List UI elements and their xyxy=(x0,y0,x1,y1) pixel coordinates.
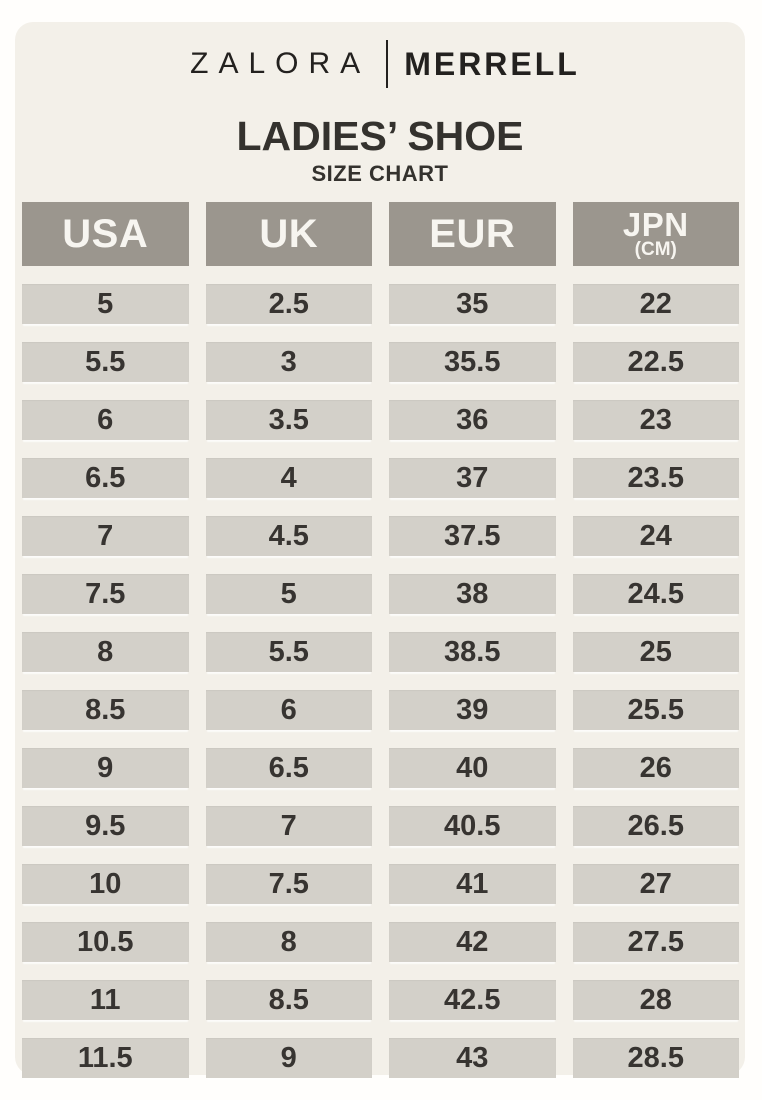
size-cell-r4-c4: 23.5 xyxy=(572,458,739,498)
column-header-usa: USA xyxy=(22,202,189,266)
size-cell-r11-c1: 10 xyxy=(22,864,189,904)
size-cell-r1-c3: 35 xyxy=(389,284,556,324)
size-cell-r6-c3: 38 xyxy=(389,574,556,614)
size-cell-r1-c2: 2.5 xyxy=(205,284,372,324)
size-cell-r9-c2: 6.5 xyxy=(205,748,372,788)
size-cell-r3-c4: 23 xyxy=(572,400,739,440)
size-cell-r2-c4: 22.5 xyxy=(572,342,739,382)
size-cell-r10-c1: 9.5 xyxy=(22,806,189,846)
size-cell-r4-c2: 4 xyxy=(205,458,372,498)
size-cell-r13-c2: 8.5 xyxy=(205,980,372,1020)
size-cell-r6-c1: 7.5 xyxy=(22,574,189,614)
size-cell-r5-c4: 24 xyxy=(572,516,739,556)
size-cell-r11-c3: 41 xyxy=(389,864,556,904)
size-cell-r2-c2: 3 xyxy=(205,342,372,382)
size-cell-r12-c4: 27.5 xyxy=(572,922,739,962)
size-cell-r9-c1: 9 xyxy=(22,748,189,788)
size-cell-r2-c3: 35.5 xyxy=(389,342,556,382)
size-cell-r6-c2: 5 xyxy=(205,574,372,614)
page-subtitle: SIZE CHART xyxy=(311,161,449,186)
size-table: USA UK EUR JPN (CM) 5 2.5 35 22 5.5 3 35.5 22.5 6 3.5 3… xyxy=(15,202,745,1078)
size-cell-r2-c1: 5.5 xyxy=(22,342,189,382)
size-cell-r5-c3: 37.5 xyxy=(389,516,556,556)
column-header-eur: EUR xyxy=(389,202,556,266)
size-cell-r7-c4: 25 xyxy=(572,632,739,672)
zalora-logo: ZALORA xyxy=(190,47,371,80)
size-cell-r4-c1: 6.5 xyxy=(22,458,189,498)
size-cell-r3-c3: 36 xyxy=(389,400,556,440)
column-header-jpn: JPN (CM) xyxy=(572,202,739,266)
page-title: LADIES’ SHOE xyxy=(236,113,524,159)
size-cell-r12-c2: 8 xyxy=(205,922,372,962)
size-cell-r7-c2: 5.5 xyxy=(205,632,372,672)
size-cell-r3-c1: 6 xyxy=(22,400,189,440)
merrell-logo: MERRELL xyxy=(404,45,580,82)
size-cell-r9-c3: 40 xyxy=(389,748,556,788)
size-cell-r12-c1: 10.5 xyxy=(22,922,189,962)
size-cell-r13-c1: 11 xyxy=(22,980,189,1020)
size-cell-r14-c2: 9 xyxy=(205,1038,372,1078)
size-cell-r5-c1: 7 xyxy=(22,516,189,556)
column-header-sublabel: (CM) xyxy=(634,239,677,261)
column-header-label: EUR xyxy=(429,212,516,256)
column-header-uk: UK xyxy=(205,202,372,266)
size-cell-r13-c4: 28 xyxy=(572,980,739,1020)
size-cell-r8-c4: 25.5 xyxy=(572,690,739,730)
size-cell-r11-c2: 7.5 xyxy=(205,864,372,904)
size-cell-r13-c3: 42.5 xyxy=(389,980,556,1020)
size-cell-r7-c1: 8 xyxy=(22,632,189,672)
size-cell-r5-c2: 4.5 xyxy=(205,516,372,556)
column-header-label: USA xyxy=(62,212,149,256)
brand-lockup: ZALORA MERRELL xyxy=(15,38,745,90)
size-cell-r14-c1: 11.5 xyxy=(22,1038,189,1078)
size-cell-r8-c3: 39 xyxy=(389,690,556,730)
size-cell-r3-c2: 3.5 xyxy=(205,400,372,440)
size-cell-r1-c1: 5 xyxy=(22,284,189,324)
size-cell-r14-c3: 43 xyxy=(389,1038,556,1078)
size-cell-r1-c4: 22 xyxy=(572,284,739,324)
size-cell-r7-c3: 38.5 xyxy=(389,632,556,672)
size-cell-r10-c4: 26.5 xyxy=(572,806,739,846)
size-cell-r4-c3: 37 xyxy=(389,458,556,498)
size-cell-r10-c3: 40.5 xyxy=(389,806,556,846)
brand-divider xyxy=(386,40,389,88)
size-cell-r10-c2: 7 xyxy=(205,806,372,846)
size-cell-r11-c4: 27 xyxy=(572,864,739,904)
size-cell-r8-c2: 6 xyxy=(205,690,372,730)
size-cell-r9-c4: 26 xyxy=(572,748,739,788)
column-header-label: JPN xyxy=(622,205,689,243)
column-header-label: UK xyxy=(259,212,319,256)
size-cell-r12-c3: 42 xyxy=(389,922,556,962)
size-cell-r14-c4: 28.5 xyxy=(572,1038,739,1078)
size-cell-r6-c4: 24.5 xyxy=(572,574,739,614)
size-cell-r8-c1: 8.5 xyxy=(22,690,189,730)
size-chart-card: ZALORA MERRELL LADIES’ SHOE SIZE CHART U… xyxy=(15,22,745,1078)
